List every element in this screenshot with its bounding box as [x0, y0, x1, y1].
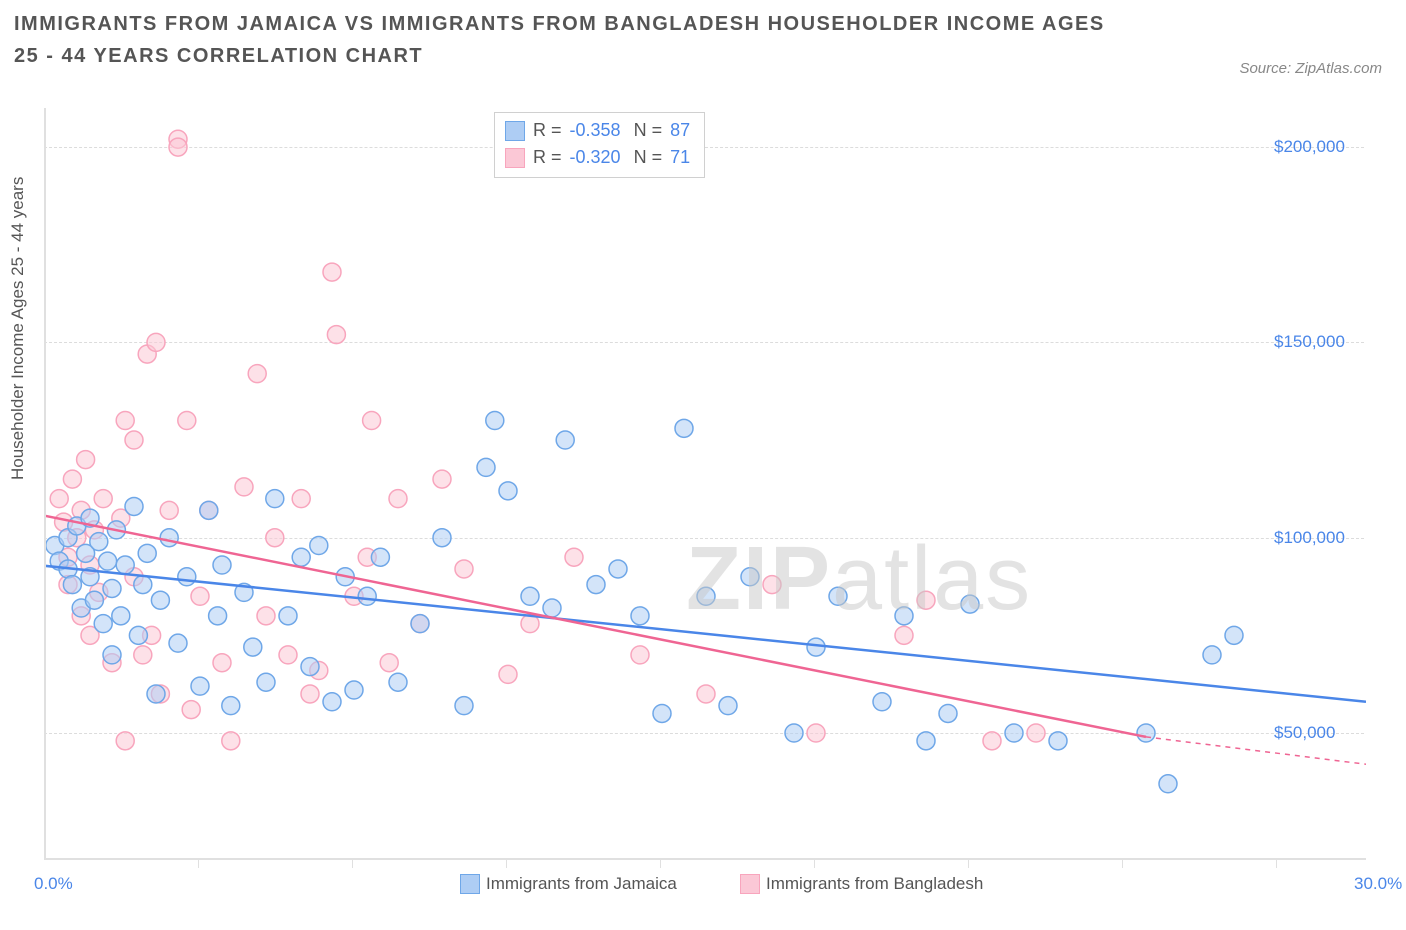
legend-jamaica: Immigrants from Jamaica [460, 874, 677, 894]
stats-row-bangladesh: R =-0.320 N =71 [505, 144, 690, 171]
legend-bangladesh-label: Immigrants from Bangladesh [766, 874, 983, 894]
legend-jamaica-label: Immigrants from Jamaica [486, 874, 677, 894]
source-label: Source: ZipAtlas.com [1239, 60, 1382, 77]
y-axis-label: Householder Income Ages 25 - 44 years [8, 177, 28, 480]
stats-row-jamaica: R =-0.358 N =87 [505, 117, 690, 144]
chart-title: IMMIGRANTS FROM JAMAICA VS IMMIGRANTS FR… [14, 8, 1114, 72]
swatch-bangladesh-icon [740, 874, 760, 894]
swatch-jamaica [505, 121, 525, 141]
scatter-svg [46, 108, 1366, 858]
stats-legend: R =-0.358 N =87 R =-0.320 N =71 [494, 112, 705, 178]
swatch-jamaica-icon [460, 874, 480, 894]
legend-bangladesh: Immigrants from Bangladesh [740, 874, 983, 894]
plot-area: ZIPatlas [44, 108, 1366, 860]
swatch-bangladesh [505, 148, 525, 168]
